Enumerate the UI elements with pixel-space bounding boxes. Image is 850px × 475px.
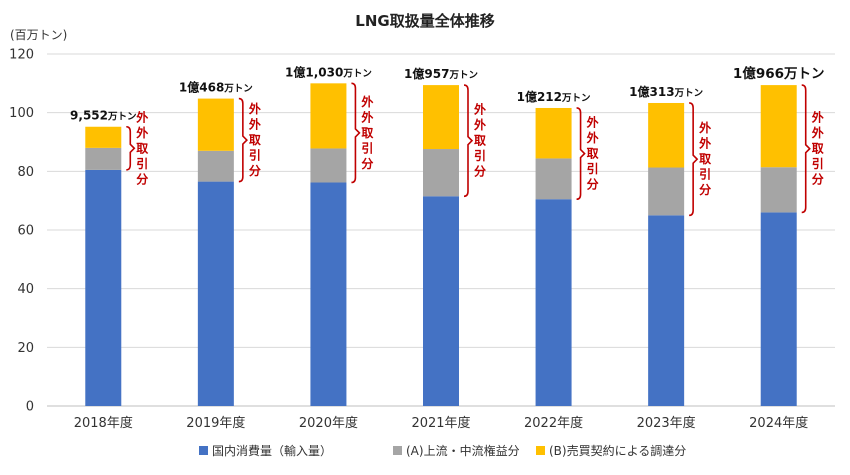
bar-segment bbox=[85, 147, 122, 170]
legend: 国内消費量（輸入量） (A)上流・中流権益分 (B)売買契約による調達分 bbox=[199, 443, 686, 458]
y-tick-label: 60 bbox=[17, 224, 34, 239]
legend-label: (B)売買契約による調達分 bbox=[549, 443, 686, 458]
bracket bbox=[238, 97, 248, 183]
bar-segment bbox=[423, 85, 459, 150]
bar-segment bbox=[197, 150, 234, 182]
bracket bbox=[351, 82, 361, 184]
total-label: 1億1,030万トン bbox=[285, 64, 372, 79]
bar-segment bbox=[535, 199, 572, 406]
y-tick-label: 80 bbox=[17, 165, 34, 180]
y-axis-ticks: 0 20 40 60 80 100 120 bbox=[9, 48, 34, 415]
bar-segment bbox=[648, 215, 685, 406]
chart-title: LNG取扱量全体推移 bbox=[355, 12, 494, 30]
bracket bbox=[689, 102, 699, 217]
total-label: 1億468万トン bbox=[179, 80, 253, 95]
bar-segment bbox=[648, 167, 685, 216]
bracket-label: 外外取引分 bbox=[587, 115, 599, 192]
x-category-label: 2022年度 bbox=[524, 415, 583, 431]
bar-segment bbox=[760, 167, 797, 213]
y-tick-label: 40 bbox=[17, 282, 34, 297]
total-label: 1億212万トン bbox=[517, 89, 591, 104]
x-category-label: 2020年度 bbox=[299, 415, 358, 431]
y-tick-label: 100 bbox=[9, 106, 34, 121]
bar-segment bbox=[197, 181, 234, 406]
y-axis-unit: (百万トン) bbox=[10, 28, 67, 42]
x-category-label: 2018年度 bbox=[74, 415, 133, 431]
total-label: 1億966万トン bbox=[733, 65, 825, 82]
y-tick-label: 120 bbox=[9, 48, 34, 63]
bracket-label: 外外取引分 bbox=[249, 101, 261, 178]
bar-segment bbox=[760, 212, 797, 406]
bracket bbox=[126, 125, 136, 171]
total-label: 9,552万トン bbox=[70, 109, 136, 123]
legend-swatch bbox=[393, 446, 402, 455]
y-tick-label: 0 bbox=[26, 400, 34, 415]
x-category-label: 2023年度 bbox=[637, 415, 696, 431]
bar-segment bbox=[310, 83, 347, 149]
bar-segment bbox=[760, 85, 797, 168]
total-label: 1億957万トン bbox=[404, 66, 478, 81]
bracket bbox=[801, 84, 811, 214]
bracket bbox=[463, 84, 474, 198]
bracket bbox=[576, 107, 586, 200]
legend-swatch bbox=[199, 446, 208, 455]
bracket-label: 外外取引分 bbox=[136, 109, 148, 186]
total-label: 1億313万トン bbox=[629, 84, 703, 99]
bracket-label: 外外取引分 bbox=[699, 120, 711, 197]
bar-segment bbox=[85, 126, 122, 148]
bar-segment bbox=[85, 169, 122, 406]
bar-segment bbox=[310, 148, 347, 183]
overseas-brackets: 外外取引分 外外取引分 外外取引分 外外取引分 外外取引分 外外取引分 外外取引分 bbox=[126, 82, 824, 217]
bar-segment bbox=[535, 158, 572, 200]
bar-segment bbox=[423, 149, 459, 197]
bar-segment bbox=[423, 196, 459, 406]
legend-swatch bbox=[536, 446, 545, 455]
x-axis-categories: 2018年度 2019年度 2020年度 2021年度 2022年度 2023年度 2024… bbox=[74, 415, 809, 431]
bracket-label: 外外取引分 bbox=[474, 102, 486, 179]
bar-stacks bbox=[85, 83, 797, 406]
legend-label: 国内消費量（輸入量） bbox=[212, 443, 332, 458]
legend-label: (A)上流・中流権益分 bbox=[406, 443, 520, 458]
x-category-label: 2024年度 bbox=[749, 415, 808, 431]
y-tick-label: 20 bbox=[17, 341, 34, 356]
bar-segment bbox=[310, 182, 347, 406]
bracket-label: 外外取引分 bbox=[361, 94, 373, 171]
total-labels: 9,552万トン 1億468万トン 1億1,030万トン 1億957万トン 1億212万… bbox=[70, 64, 824, 122]
bar-segment bbox=[648, 102, 685, 168]
bar-segment bbox=[535, 107, 572, 159]
bracket-label: 外外取引分 bbox=[812, 110, 824, 187]
x-category-label: 2021年度 bbox=[411, 415, 470, 431]
bar-segment bbox=[197, 98, 234, 151]
x-category-label: 2019年度 bbox=[186, 415, 245, 431]
